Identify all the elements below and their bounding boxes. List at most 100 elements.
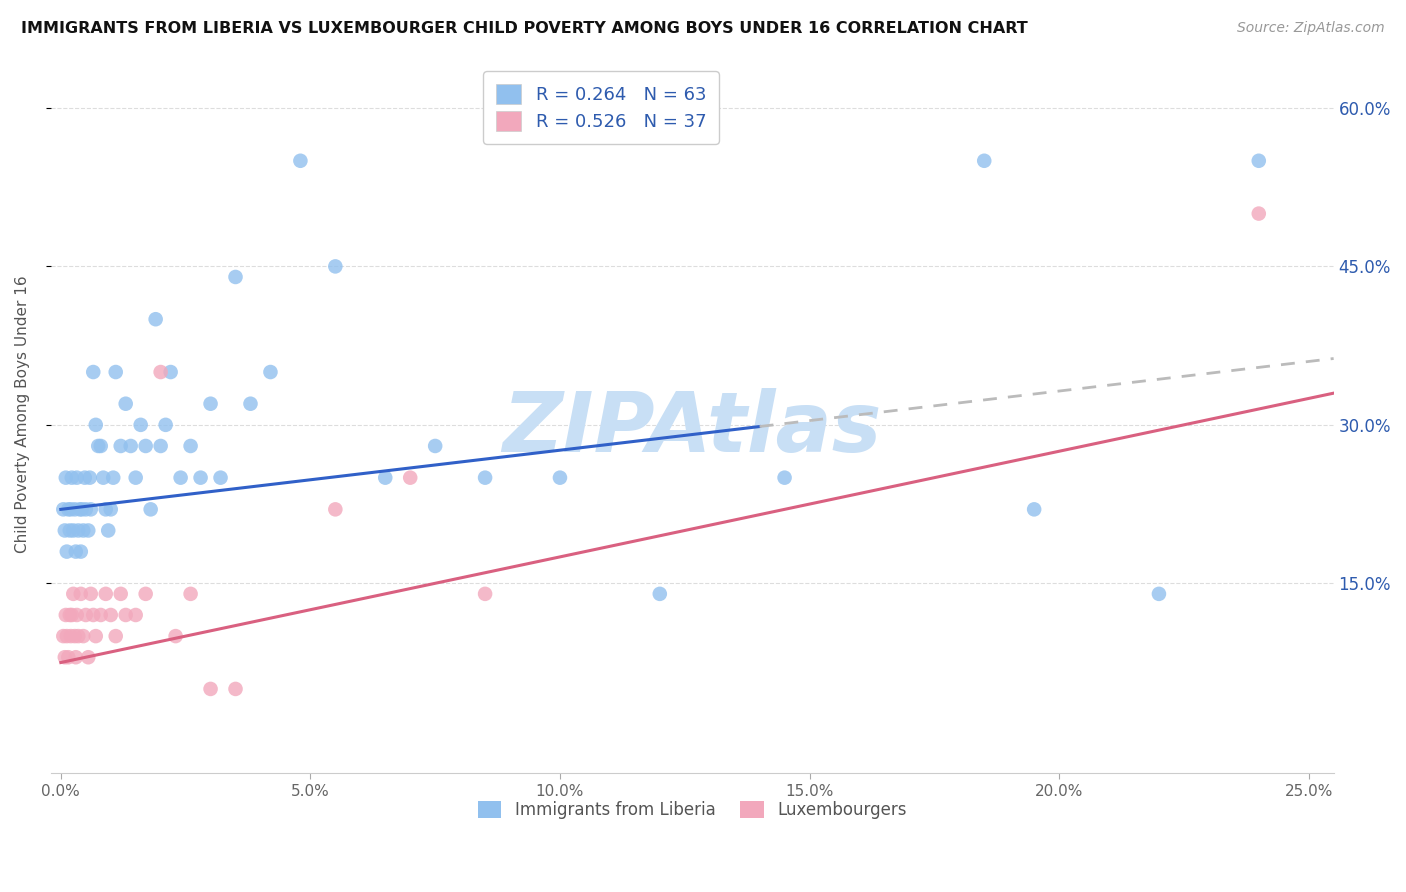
Point	[110, 587, 132, 601]
Point	[239, 397, 262, 411]
Point	[60, 470, 83, 484]
Point	[94, 502, 117, 516]
Point	[65, 544, 87, 558]
Point	[1147, 587, 1170, 601]
Point	[58, 502, 80, 516]
Point	[53, 524, 76, 538]
Point	[110, 439, 132, 453]
Point	[125, 470, 148, 484]
Point	[66, 470, 89, 484]
Point	[69, 544, 91, 558]
Point	[149, 439, 172, 453]
Point	[82, 607, 104, 622]
Point	[59, 607, 82, 622]
Point	[72, 524, 94, 538]
Point	[70, 502, 93, 516]
Point	[55, 607, 77, 622]
Point	[180, 587, 202, 601]
Point	[62, 587, 84, 601]
Point	[139, 502, 162, 516]
Point	[1247, 206, 1270, 220]
Point	[55, 470, 77, 484]
Point	[59, 629, 82, 643]
Point	[97, 524, 120, 538]
Point	[90, 607, 112, 622]
Point	[56, 544, 79, 558]
Point	[135, 439, 157, 453]
Point	[425, 439, 447, 453]
Point	[145, 312, 167, 326]
Point	[59, 524, 82, 538]
Point	[69, 502, 91, 516]
Point	[91, 470, 114, 484]
Legend: Immigrants from Liberia, Luxembourgers: Immigrants from Liberia, Luxembourgers	[471, 795, 912, 826]
Point	[374, 470, 396, 484]
Point	[325, 502, 347, 516]
Point	[82, 365, 104, 379]
Point	[103, 470, 125, 484]
Point	[114, 607, 136, 622]
Point	[159, 365, 181, 379]
Point	[73, 470, 96, 484]
Point	[190, 470, 212, 484]
Point	[75, 502, 97, 516]
Point	[52, 502, 75, 516]
Point	[773, 470, 796, 484]
Y-axis label: Child Poverty Among Boys Under 16: Child Poverty Among Boys Under 16	[15, 276, 30, 553]
Point	[1247, 153, 1270, 168]
Text: IMMIGRANTS FROM LIBERIA VS LUXEMBOURGER CHILD POVERTY AMONG BOYS UNDER 16 CORREL: IMMIGRANTS FROM LIBERIA VS LUXEMBOURGER …	[21, 21, 1028, 36]
Point	[149, 365, 172, 379]
Point	[548, 470, 571, 484]
Point	[67, 629, 90, 643]
Point	[200, 397, 222, 411]
Point	[125, 607, 148, 622]
Point	[80, 502, 103, 516]
Text: ZIPAtlas: ZIPAtlas	[502, 388, 882, 469]
Point	[259, 365, 281, 379]
Point	[84, 417, 107, 432]
Point	[60, 607, 83, 622]
Point	[135, 587, 157, 601]
Point	[180, 439, 202, 453]
Point	[87, 439, 110, 453]
Point	[69, 587, 91, 601]
Point	[53, 650, 76, 665]
Point	[77, 650, 100, 665]
Point	[52, 629, 75, 643]
Point	[67, 524, 90, 538]
Point	[63, 629, 86, 643]
Point	[225, 681, 247, 696]
Point	[973, 153, 995, 168]
Point	[94, 587, 117, 601]
Point	[325, 260, 347, 274]
Point	[59, 502, 82, 516]
Point	[165, 629, 187, 643]
Point	[77, 524, 100, 538]
Point	[648, 587, 671, 601]
Point	[80, 587, 103, 601]
Point	[84, 629, 107, 643]
Point	[58, 650, 80, 665]
Point	[104, 365, 127, 379]
Point	[225, 269, 247, 284]
Point	[200, 681, 222, 696]
Point	[474, 470, 496, 484]
Point	[209, 470, 232, 484]
Point	[1024, 502, 1046, 516]
Point	[65, 650, 87, 665]
Point	[75, 607, 97, 622]
Point	[399, 470, 422, 484]
Point	[79, 470, 101, 484]
Point	[120, 439, 142, 453]
Point	[72, 629, 94, 643]
Point	[114, 397, 136, 411]
Point	[63, 502, 86, 516]
Point	[62, 524, 84, 538]
Point	[100, 502, 122, 516]
Point	[169, 470, 191, 484]
Point	[100, 607, 122, 622]
Point	[290, 153, 312, 168]
Point	[66, 607, 89, 622]
Point	[155, 417, 177, 432]
Text: Source: ZipAtlas.com: Source: ZipAtlas.com	[1237, 21, 1385, 35]
